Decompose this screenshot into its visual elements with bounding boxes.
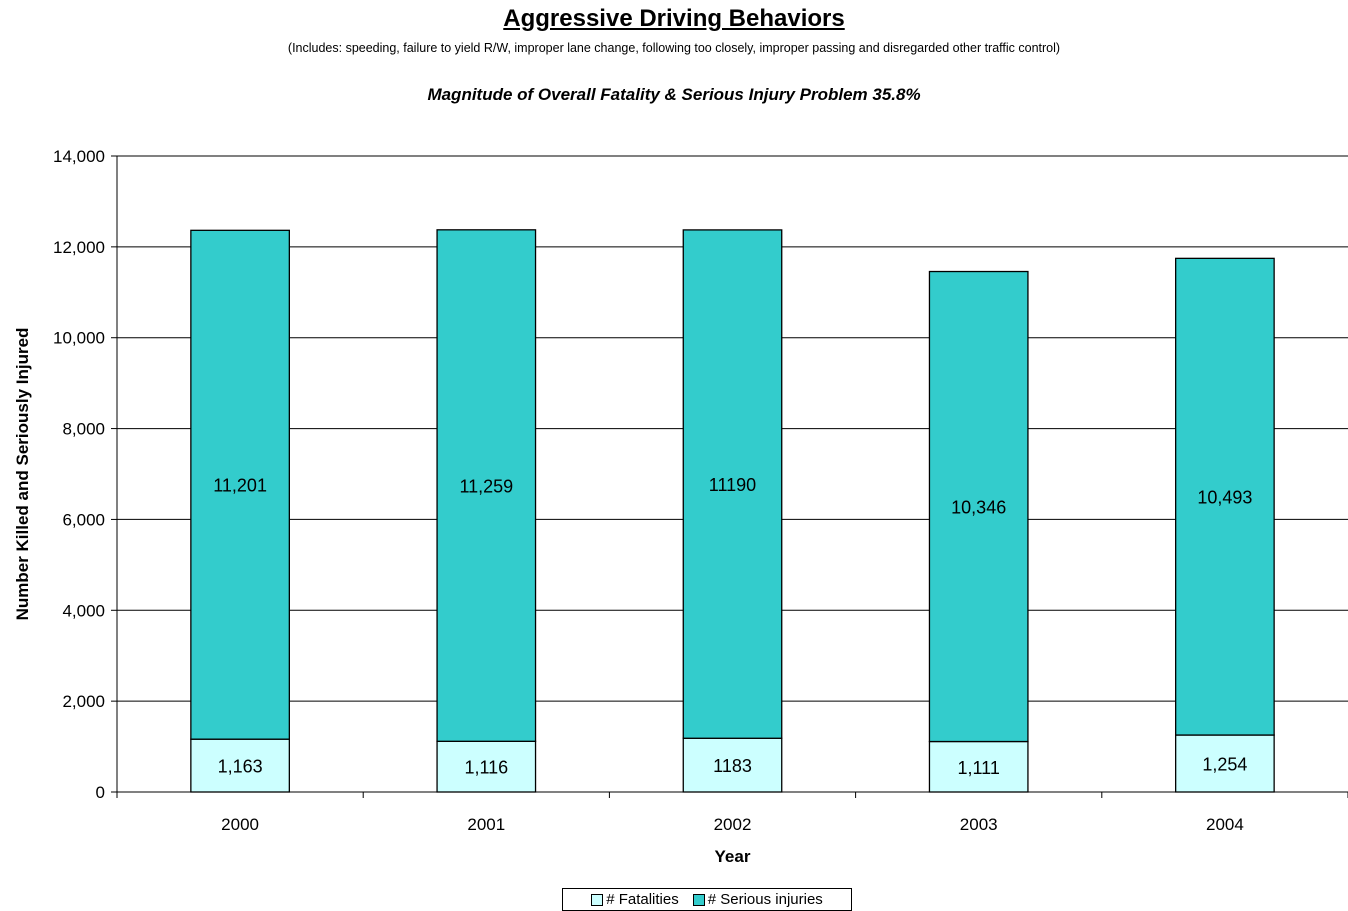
tick-labels: 0 2,000 4,000 6,000 8,000 10,000 12,000 14,000 1… [53,147,1252,834]
data-label-fatalities: 1,116 [464,758,508,778]
data-label-serious-injuries: 10,346 [951,498,1006,518]
x-tick-label: 2004 [1206,815,1244,834]
y-tick-label: 10,000 [53,329,105,348]
legend: # Fatalities # Serious injuries [562,888,852,911]
y-tick-label: 4,000 [62,601,105,620]
y-tick-label: 14,000 [53,147,105,166]
bar-serious-injuries [1175,257,1275,736]
bar-serious-injuries [928,270,1029,743]
y-tick-label: 0 [96,783,105,802]
data-label-serious-injuries: 11190 [709,475,756,495]
y-axis-title: Number Killed and Seriously Injured [13,328,32,621]
bars [190,229,1275,793]
x-axis-title: Year [715,847,751,866]
legend-label-serious-injuries: # Serious injuries [707,891,823,908]
legend-swatch-serious-injuries [692,893,705,906]
x-tick-label: 2000 [221,815,259,834]
bar-chart: 0 2,000 4,000 6,000 8,000 10,000 12,000 14,000 1… [13,147,1348,866]
bar-serious-injuries [682,229,783,739]
data-label-fatalities: 1,163 [218,757,263,777]
bar-serious-injuries [190,229,290,740]
y-tick-label: 2,000 [62,692,105,711]
legend-item-serious-injuries: # Serious injuries [692,891,823,908]
bar-serious-injuries [436,229,537,742]
legend-label-fatalities: # Fatalities [606,891,679,908]
x-tick-label: 2003 [960,815,998,834]
data-label-serious-injuries: 11,259 [459,477,513,497]
legend-item-fatalities: # Fatalities [591,891,679,908]
x-tick-label: 2001 [467,815,505,834]
y-tick-label: 12,000 [53,238,105,257]
data-label-serious-injuries: 10,493 [1197,488,1252,508]
legend-swatch-fatalities [591,893,604,906]
data-label-fatalities: 1,111 [958,758,1000,778]
axes [111,155,1348,798]
chart-caption: Magnitude of Overall Fatality & Serious … [427,85,921,104]
chart-subtitle: (Includes: speeding, failure to yield R/… [287,41,1061,55]
bar-fatalities [682,737,783,793]
y-tick-label: 6,000 [62,510,105,529]
data-label-fatalities: 1183 [713,756,752,776]
x-tick-label: 2002 [714,815,752,834]
data-label-serious-injuries: 11,201 [213,476,267,496]
data-label-fatalities: 1,254 [1202,755,1247,775]
y-tick-label: 8,000 [62,420,105,439]
bar-fatalities [928,740,1029,793]
chart-title: Aggressive Driving Behaviors [503,5,845,32]
